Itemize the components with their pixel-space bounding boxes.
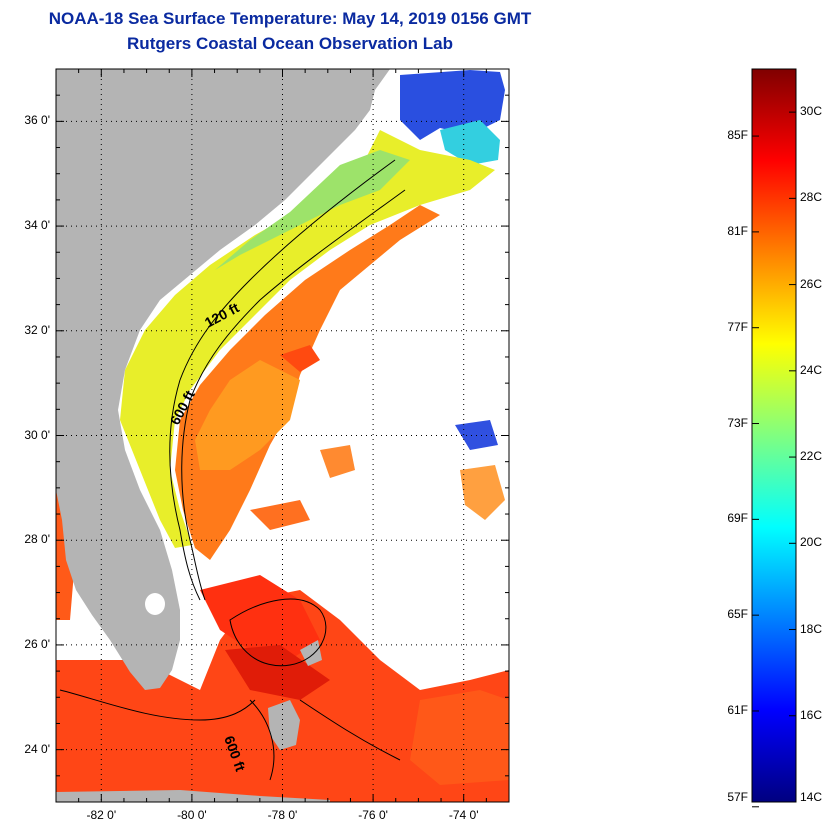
sst-far-se (410, 690, 509, 785)
contour-120ft (169, 159, 396, 601)
contour-bahamas-bank (229, 598, 327, 667)
colorbar-fahrenheit-label: 57F (727, 790, 748, 804)
colorbar-celsius-label: 28C (800, 190, 823, 205)
colorbar-ticks (752, 111, 796, 808)
map-subtitle: Rutgers Coastal Ocean Observation Lab (127, 34, 453, 53)
colorbar-fahrenheit-label: 85F (727, 128, 748, 143)
coordinate-grid (56, 69, 509, 802)
colorbar-celsius-label: 16C (800, 707, 823, 722)
colorbar-celsius-label: 30C (800, 104, 823, 119)
sst-northeast-cyan (440, 120, 500, 165)
latitude-label: 26 0' (24, 636, 50, 651)
sst-patch-east-2 (460, 465, 505, 520)
land-cuba (56, 790, 330, 802)
colorbar-celsius-label: 22C (800, 449, 823, 464)
sst-shelf-green (215, 150, 410, 270)
sst-patch-mid (250, 500, 310, 530)
colorbar-fahrenheit-label: 69F (727, 511, 748, 526)
latitude-label: 32 0' (24, 322, 50, 337)
colorbar-gradient (751, 68, 797, 803)
longitude-label: -80 0' (177, 808, 207, 822)
sst-warm-eddy (280, 345, 320, 372)
latitude-label: 30 0' (24, 427, 50, 442)
colorbar-fahrenheit-label: 61F (727, 702, 748, 717)
latitude-label: 24 0' (24, 741, 50, 756)
colorbar-fahrenheit-label: 77F (727, 319, 748, 334)
colorbar-celsius-label: 24C (800, 362, 823, 377)
colorbar-celsius-label: 20C (800, 535, 823, 550)
land-us-southeast (56, 69, 390, 690)
contour-600ft (181, 189, 406, 601)
lake-okeechobee (145, 593, 165, 615)
sst-bahamas-warm (200, 575, 320, 660)
colorbar-celsius-label: 26C (800, 276, 823, 291)
longitude-label: -76 0' (358, 808, 388, 822)
map-tick-marks (55, 68, 510, 803)
land-bahamas-andros (268, 700, 300, 750)
sst-gulf-stream-core (195, 360, 300, 470)
contour-florida-keys (59, 689, 256, 721)
colorbar-fahrenheit-label: 73F (727, 415, 748, 430)
longitude-label: -82 0' (86, 808, 117, 822)
latitude-label: 34 0' (24, 218, 50, 233)
map-title: NOAA-18 Sea Surface Temperature: May 14,… (48, 9, 532, 28)
colorbar-fahrenheit-label: 81F (727, 223, 748, 238)
longitude-label: -78 0' (267, 808, 298, 822)
latitude-label: 28 0' (24, 532, 50, 547)
sst-deep-red (225, 645, 330, 700)
latitude-label: 36 0' (24, 113, 50, 128)
longitude-label: -74 0' (448, 808, 479, 822)
colorbar-celsius-label: 14C (800, 790, 823, 804)
contour-bahamas-south (249, 699, 401, 781)
sst-patch-east (320, 445, 355, 478)
colorbar-celsius-label: 18C (800, 621, 823, 636)
colorbar-fahrenheit-label: 65F (727, 607, 748, 622)
sst-gulf-stream (175, 205, 440, 560)
